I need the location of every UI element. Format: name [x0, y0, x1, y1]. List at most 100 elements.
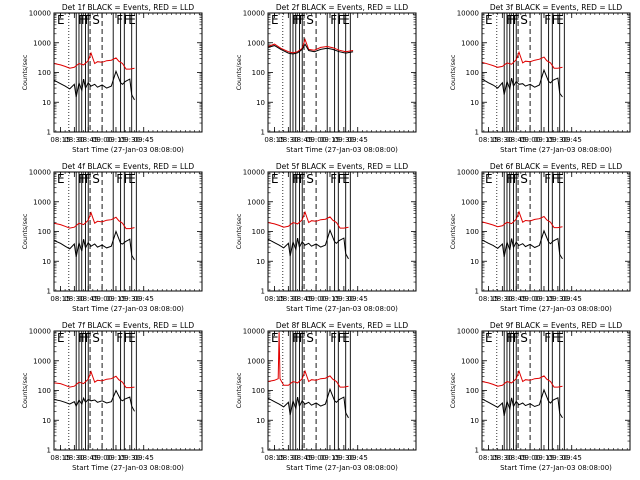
- segment-letter: F: [330, 331, 337, 345]
- x-axis-label: Start Time (27-Jan-03 08:08:00): [286, 464, 398, 472]
- chart-title: Det 5f BLACK = Events, RED = LLD: [276, 162, 409, 171]
- segment-letter: F: [116, 13, 123, 27]
- segment-letter: S: [520, 331, 528, 345]
- x-tick-label: 09:45: [562, 136, 582, 144]
- segment-letter: F: [292, 331, 299, 345]
- y-tick-label: 10000: [243, 328, 265, 336]
- x-tick-label: 08:30: [278, 454, 298, 462]
- x-tick-label: 09:00: [520, 454, 540, 462]
- y-tick-label: 10: [256, 258, 265, 266]
- x-tick-label: 09:30: [548, 295, 568, 303]
- y-tick-label: 1: [261, 447, 265, 455]
- segment-letter: F: [506, 331, 513, 345]
- segment-letter: S: [306, 13, 314, 27]
- x-tick-label: 09:45: [348, 295, 368, 303]
- segment-letter: S: [92, 13, 100, 27]
- x-tick-label: 09:30: [334, 454, 354, 462]
- segment-letter: F: [295, 172, 302, 186]
- x-tick-label: 08:45: [78, 136, 98, 144]
- segment-letter: S: [520, 172, 528, 186]
- x-tick-label: 08:30: [278, 295, 298, 303]
- x-tick-label: 08:30: [64, 136, 84, 144]
- chart-title: Det 4f BLACK = Events, RED = LLD: [62, 162, 195, 171]
- segment-letter: F: [78, 13, 85, 27]
- y-tick-label: 1000: [461, 198, 479, 206]
- segment-letter: F: [299, 13, 306, 27]
- segment-letter: F: [513, 331, 520, 345]
- x-tick-label: 09:45: [562, 454, 582, 462]
- series-line-events: [481, 68, 563, 98]
- x-axis-label: Start Time (27-Jan-03 08:08:00): [500, 305, 612, 313]
- chart-title: Det 1f BLACK = Events, RED = LLD: [62, 3, 195, 12]
- x-tick-label: 09:00: [306, 454, 326, 462]
- chart-title: Det 9f BLACK = Events, RED = LLD: [490, 321, 623, 330]
- y-tick-label: 10: [256, 417, 265, 425]
- segment-letter: F: [509, 172, 516, 186]
- segment-letter: F: [299, 331, 306, 345]
- y-tick-label: 1: [475, 129, 479, 137]
- y-axis-label: Counts/sec: [235, 372, 243, 408]
- x-tick-label: 09:15: [320, 136, 340, 144]
- y-tick-label: 1000: [33, 39, 51, 47]
- segment-letter: F: [338, 331, 345, 345]
- segment-letter: F: [81, 13, 88, 27]
- series-line-events: [53, 389, 135, 412]
- x-tick-label: 09:15: [534, 136, 554, 144]
- x-tick-label: 09:15: [534, 454, 554, 462]
- x-axis-label: Start Time (27-Jan-03 08:08:00): [72, 464, 184, 472]
- segment-letter: E: [556, 13, 564, 27]
- y-tick-label: 10: [256, 99, 265, 107]
- segment-letter: F: [509, 13, 516, 27]
- series-line-events: [267, 43, 354, 55]
- x-tick-label: 08:30: [64, 454, 84, 462]
- chart-title: Det 3f BLACK = Events, RED = LLD: [490, 3, 623, 12]
- segment-letter: F: [124, 331, 131, 345]
- series-line-lld: [53, 51, 135, 70]
- y-tick-label: 100: [252, 387, 265, 395]
- segment-letter: F: [299, 172, 306, 186]
- series-line-events: [267, 228, 349, 260]
- y-tick-label: 1: [47, 447, 51, 455]
- x-axis-label: Start Time (27-Jan-03 08:08:00): [286, 305, 398, 313]
- x-tick-label: 09:45: [134, 295, 154, 303]
- x-tick-label: 08:15: [264, 454, 284, 462]
- segment-letter: F: [116, 172, 123, 186]
- y-tick-label: 1000: [33, 357, 51, 365]
- y-tick-label: 1: [261, 129, 265, 137]
- segment-letter: F: [506, 172, 513, 186]
- segment-letter: F: [116, 331, 123, 345]
- x-tick-label: 09:30: [120, 454, 140, 462]
- x-tick-label: 09:30: [334, 136, 354, 144]
- segment-letter: E: [556, 331, 564, 345]
- y-tick-label: 100: [252, 228, 265, 236]
- x-tick-label: 09:00: [92, 136, 112, 144]
- x-axis-label: Start Time (27-Jan-03 08:08:00): [72, 305, 184, 313]
- y-axis-label: Counts/sec: [21, 213, 29, 249]
- x-tick-label: 09:00: [520, 295, 540, 303]
- segment-letter: F: [124, 172, 131, 186]
- x-tick-label: 09:15: [106, 454, 126, 462]
- y-tick-label: 1: [261, 288, 265, 296]
- segment-letter: E: [485, 172, 493, 186]
- y-tick-label: 100: [252, 69, 265, 77]
- segment-letter: E: [128, 13, 136, 27]
- y-tick-label: 10000: [457, 328, 479, 336]
- y-tick-label: 10000: [457, 169, 479, 177]
- x-tick-label: 09:15: [106, 136, 126, 144]
- segment-letter: F: [124, 13, 131, 27]
- plot-frame: [481, 12, 631, 133]
- series-line-events: [481, 229, 563, 260]
- segment-letter: F: [85, 331, 92, 345]
- segment-letter: E: [128, 331, 136, 345]
- x-tick-label: 08:45: [78, 454, 98, 462]
- y-tick-label: 100: [38, 69, 51, 77]
- x-tick-label: 09:30: [334, 295, 354, 303]
- chart-title: Det 7f BLACK = Events, RED = LLD: [62, 321, 195, 330]
- y-tick-label: 1000: [461, 39, 479, 47]
- y-tick-label: 10: [470, 417, 479, 425]
- x-axis-label: Start Time (27-Jan-03 08:08:00): [72, 146, 184, 154]
